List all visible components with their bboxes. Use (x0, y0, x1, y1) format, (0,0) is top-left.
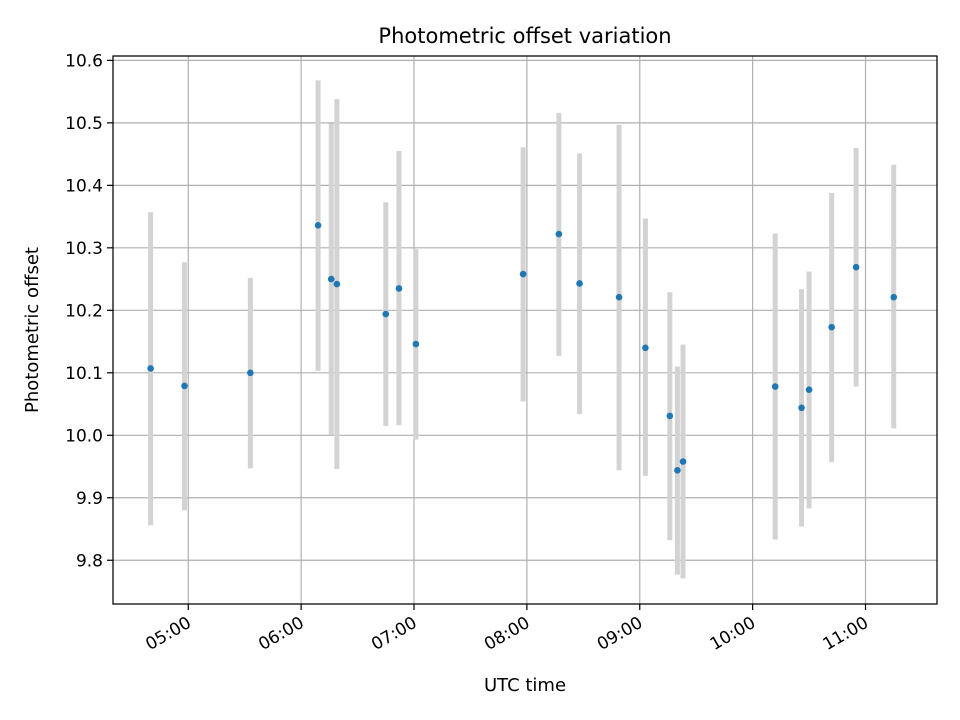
data-point (395, 285, 403, 292)
y-tick-label: 10.6 (65, 51, 103, 71)
y-tick-label: 9.9 (76, 489, 103, 509)
data-point (615, 293, 623, 301)
data-point (642, 344, 649, 352)
data-point (314, 222, 322, 229)
data-point (412, 340, 420, 348)
data-point (327, 275, 335, 283)
data-points (147, 222, 898, 474)
data-point (666, 412, 674, 420)
data-point (333, 280, 341, 288)
y-tick-label: 10.1 (65, 364, 103, 384)
data-point (519, 270, 527, 278)
data-point (147, 365, 154, 372)
data-point (852, 263, 860, 271)
data-point (382, 310, 390, 318)
data-point (247, 369, 254, 377)
y-tick-label: 10.0 (65, 426, 103, 446)
data-point (679, 458, 687, 465)
data-point (771, 383, 779, 390)
y-tick-label: 10.4 (65, 176, 103, 196)
y-tick-label: 10.3 (65, 239, 103, 259)
y-tick-label: 9.8 (76, 551, 103, 571)
chart-title: Photometric offset variation (378, 24, 671, 48)
y-axis-label: Photometric offset (22, 247, 43, 413)
data-point (674, 466, 681, 474)
y-tick-label: 10.5 (65, 114, 103, 134)
y-tick-label: 10.2 (65, 301, 103, 321)
data-point (890, 293, 898, 301)
x-axis-label: UTC time (484, 675, 566, 696)
data-point (828, 323, 835, 331)
data-point (555, 230, 563, 238)
data-point (576, 280, 583, 287)
plot-frame (112, 55, 938, 605)
data-point (181, 382, 188, 390)
data-point (805, 386, 813, 393)
data-point (798, 404, 805, 412)
